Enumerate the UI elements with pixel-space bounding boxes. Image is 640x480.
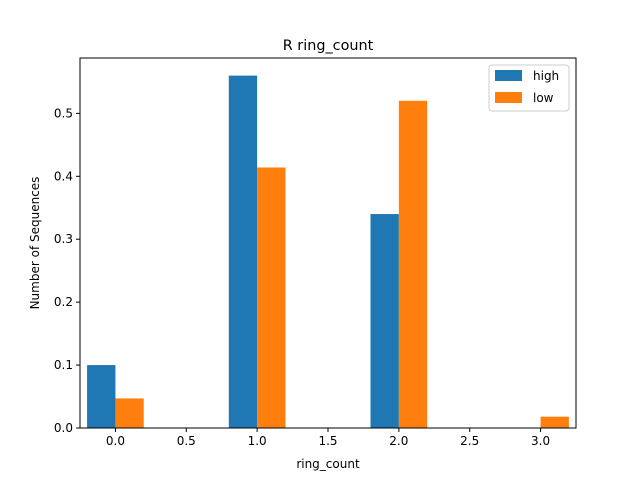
y-axis: 0.0 0.1 0.2 0.3 0.4 0.5	[54, 106, 80, 435]
bar-high-1	[228, 75, 258, 428]
bar-high-0	[87, 365, 116, 428]
x-tick-label: 1.0	[248, 434, 267, 448]
x-tick-label: 2.5	[460, 434, 479, 448]
y-tick-label: 0.0	[54, 421, 73, 435]
x-axis-label: ring_count	[296, 457, 360, 471]
chart-title: R ring_count	[283, 38, 374, 54]
legend-label-high: high	[533, 69, 559, 83]
x-tick-label: 3.0	[531, 434, 550, 448]
plot-frame	[79, 57, 577, 429]
legend-swatch-low	[495, 92, 522, 103]
y-tick-label: 0.3	[54, 232, 73, 246]
legend: high low	[488, 64, 570, 112]
y-tick-label: 0.5	[54, 106, 73, 120]
x-tick-label: 0.0	[106, 434, 125, 448]
x-tick-label: 1.5	[318, 434, 337, 448]
y-tick-label: 0.2	[54, 295, 73, 309]
y-tick-label: 0.4	[54, 169, 73, 183]
bar-high-2	[370, 214, 399, 428]
bar-low-3	[540, 416, 569, 428]
bar-low-1	[257, 167, 286, 428]
x-tick-label: 2.0	[389, 434, 408, 448]
y-tick-label: 0.1	[54, 358, 73, 372]
x-tick-label: 0.5	[177, 434, 196, 448]
legend-swatch-high	[495, 70, 522, 81]
bars-layer	[87, 75, 569, 428]
legend-label-low: low	[533, 91, 554, 105]
bar-low-0	[115, 398, 144, 428]
y-axis-label: Number of Sequences	[28, 177, 42, 310]
x-axis: 0.0 0.5 1.0 1.5 2.0 2.5 3.0	[106, 428, 550, 448]
bar-low-2	[398, 100, 428, 428]
